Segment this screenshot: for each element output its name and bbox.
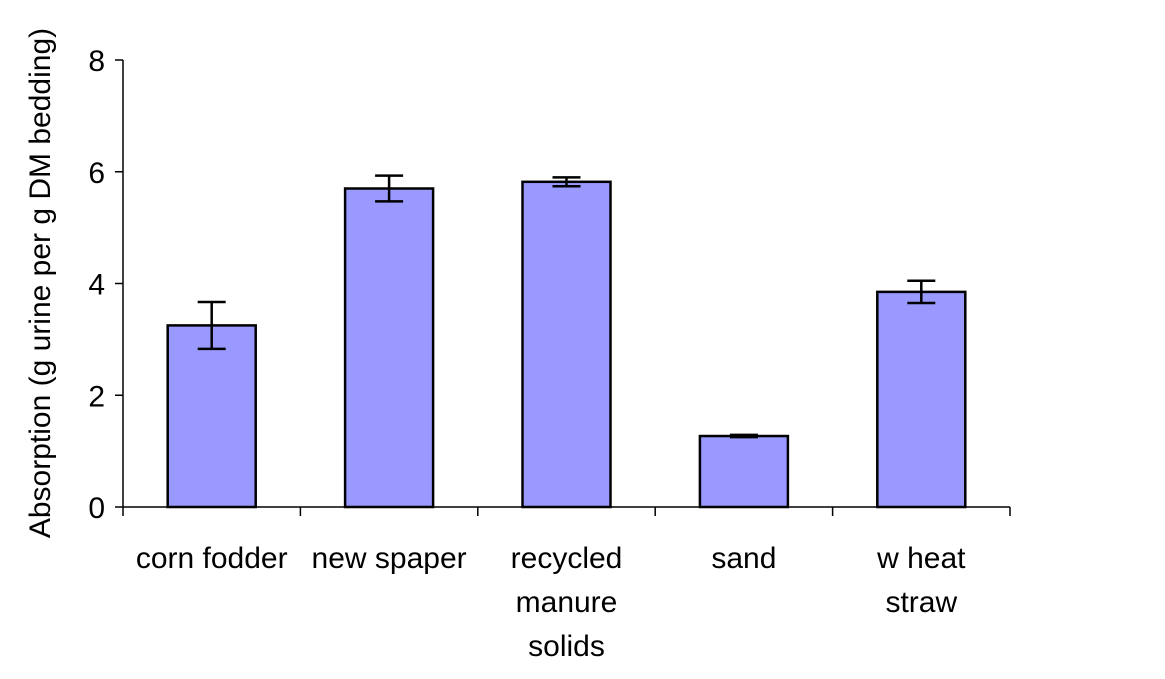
bar [166, 324, 257, 509]
y-tick-label: 8 [88, 45, 105, 78]
y-axis-title-group: Absorption (g urine per g DM bedding) [24, 28, 57, 538]
bar [698, 434, 790, 509]
y-axis: 0 2 4 6 8 [88, 45, 124, 525]
y-tick-label: 2 [88, 380, 105, 413]
y-tick-label: 4 [88, 269, 105, 302]
y-tick-label: 6 [88, 157, 105, 190]
bar [521, 180, 612, 509]
x-tick-label: sand [711, 542, 776, 575]
x-tick-label: manure [516, 586, 618, 619]
x-tick-label: new spaper [312, 542, 467, 575]
x-tick-label: w heat [876, 542, 966, 575]
x-tick-label: straw [885, 586, 957, 619]
bar [343, 187, 435, 509]
bar [876, 290, 967, 509]
y-tick-label: 0 [88, 492, 105, 525]
x-axis [122, 506, 1011, 516]
bars [166, 180, 967, 509]
x-tick-label: recycled [511, 542, 623, 575]
x-tick-label: solids [528, 630, 605, 663]
x-tick-label: corn fodder [136, 542, 288, 575]
error-bars [197, 174, 936, 439]
category-labels: corn fodder new spaper recycled manure solid… [136, 542, 966, 663]
y-axis-title: Absorption (g urine per g DM bedding) [24, 28, 57, 538]
